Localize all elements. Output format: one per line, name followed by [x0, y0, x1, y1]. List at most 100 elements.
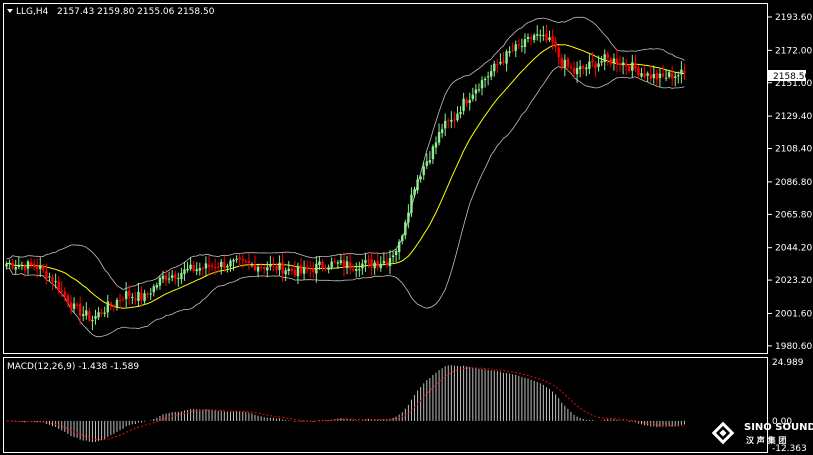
candle-up[interactable] [493, 63, 496, 72]
candle-down[interactable] [385, 261, 389, 266]
candle-down[interactable] [453, 118, 456, 120]
candle-down[interactable] [609, 58, 613, 64]
candle-down[interactable] [545, 33, 548, 41]
candle-up[interactable] [232, 259, 235, 262]
candle-up[interactable] [588, 61, 591, 69]
candle-up[interactable] [379, 263, 382, 269]
candle-up[interactable] [97, 312, 100, 318]
candle-up[interactable] [603, 54, 606, 63]
candle-up[interactable] [20, 264, 24, 266]
candle-down[interactable] [511, 49, 514, 51]
candle-up[interactable] [82, 314, 85, 317]
candle-up[interactable] [578, 66, 582, 70]
candle-down[interactable] [618, 63, 622, 65]
candle-down[interactable] [348, 262, 352, 269]
candle-down[interactable] [247, 260, 251, 263]
candle-down[interactable] [649, 74, 652, 79]
candle-up[interactable] [640, 73, 643, 77]
candle-up[interactable] [183, 269, 186, 274]
candle-down[interactable] [42, 266, 45, 270]
candle-up[interactable] [137, 291, 140, 302]
candle-up[interactable] [361, 263, 364, 269]
candle-up[interactable] [548, 37, 551, 40]
candle-up[interactable] [443, 120, 447, 129]
candle-up[interactable] [621, 62, 625, 66]
candle-up[interactable] [327, 267, 330, 270]
candle-down[interactable] [244, 261, 248, 263]
candle-up[interactable] [149, 293, 152, 295]
candle-down[interactable] [118, 300, 122, 302]
candle-down[interactable] [164, 274, 168, 281]
candle-down[interactable] [238, 257, 241, 260]
candle-up[interactable] [612, 58, 616, 63]
candle-up[interactable] [266, 267, 269, 271]
candle-down[interactable] [109, 302, 113, 306]
candle-down[interactable] [281, 261, 284, 274]
candle-down[interactable] [210, 265, 214, 267]
candle-up[interactable] [431, 146, 435, 160]
candle-down[interactable] [259, 266, 263, 268]
candle-down[interactable] [216, 266, 220, 268]
candle-up[interactable] [39, 265, 42, 270]
candle-up[interactable] [330, 261, 333, 268]
candle-up[interactable] [658, 73, 662, 78]
candle-up[interactable] [664, 77, 668, 79]
candle-down[interactable] [241, 259, 244, 261]
candle-up[interactable] [5, 263, 8, 267]
candle-down[interactable] [121, 299, 125, 301]
candle-up[interactable] [575, 68, 579, 75]
candle-up[interactable] [450, 119, 453, 122]
candle-up[interactable] [388, 258, 392, 267]
candle-up[interactable] [394, 250, 398, 255]
candle-down[interactable] [370, 259, 373, 267]
candle-up[interactable] [532, 34, 536, 40]
candle-down[interactable] [174, 274, 177, 279]
candle-up[interactable] [422, 166, 425, 176]
candle-up[interactable] [563, 59, 567, 68]
candle-up[interactable] [17, 265, 21, 267]
candle-down[interactable] [128, 290, 131, 297]
candle-down[interactable] [66, 295, 70, 304]
candle-down[interactable] [272, 263, 275, 265]
candle-up[interactable] [536, 34, 539, 36]
candle-down[interactable] [45, 270, 48, 279]
candle-down[interactable] [594, 63, 597, 69]
candle-up[interactable] [382, 260, 386, 264]
candle-up[interactable] [155, 285, 159, 288]
candle-up[interactable] [315, 263, 318, 274]
candle-up[interactable] [318, 261, 321, 265]
candle-up[interactable] [401, 235, 404, 242]
candle-down[interactable] [299, 265, 303, 274]
candle-up[interactable] [674, 76, 677, 78]
candle-down[interactable] [305, 266, 309, 270]
candle-down[interactable] [447, 120, 450, 122]
candle-down[interactable] [551, 36, 554, 43]
candle-up[interactable] [646, 73, 649, 76]
candle-down[interactable] [36, 266, 39, 269]
candle-down[interactable] [517, 44, 521, 46]
candle-up[interactable] [91, 319, 94, 322]
candle-down[interactable] [351, 269, 355, 271]
candle-down[interactable] [100, 312, 103, 314]
candle-up[interactable] [14, 267, 17, 270]
candle-up[interactable] [480, 80, 484, 89]
candle-down[interactable] [263, 266, 266, 269]
candle-up[interactable] [520, 46, 524, 48]
candle-down[interactable] [683, 70, 686, 73]
candle-up[interactable] [425, 161, 428, 166]
candle-up[interactable] [152, 286, 155, 293]
candle-down[interactable] [293, 269, 297, 276]
candle-up[interactable] [407, 212, 410, 223]
candle-down[interactable] [554, 41, 557, 47]
candle-up[interactable] [94, 316, 97, 319]
candle-up[interactable] [161, 275, 165, 280]
candle-down[interactable] [140, 292, 143, 300]
candle-up[interactable] [103, 312, 106, 314]
candle-down[interactable] [32, 264, 36, 268]
candle-up[interactable] [26, 261, 30, 269]
candle-down[interactable] [23, 266, 27, 270]
candle-up[interactable] [486, 76, 490, 78]
candle-down[interactable] [496, 63, 499, 65]
candle-up[interactable] [287, 268, 290, 271]
